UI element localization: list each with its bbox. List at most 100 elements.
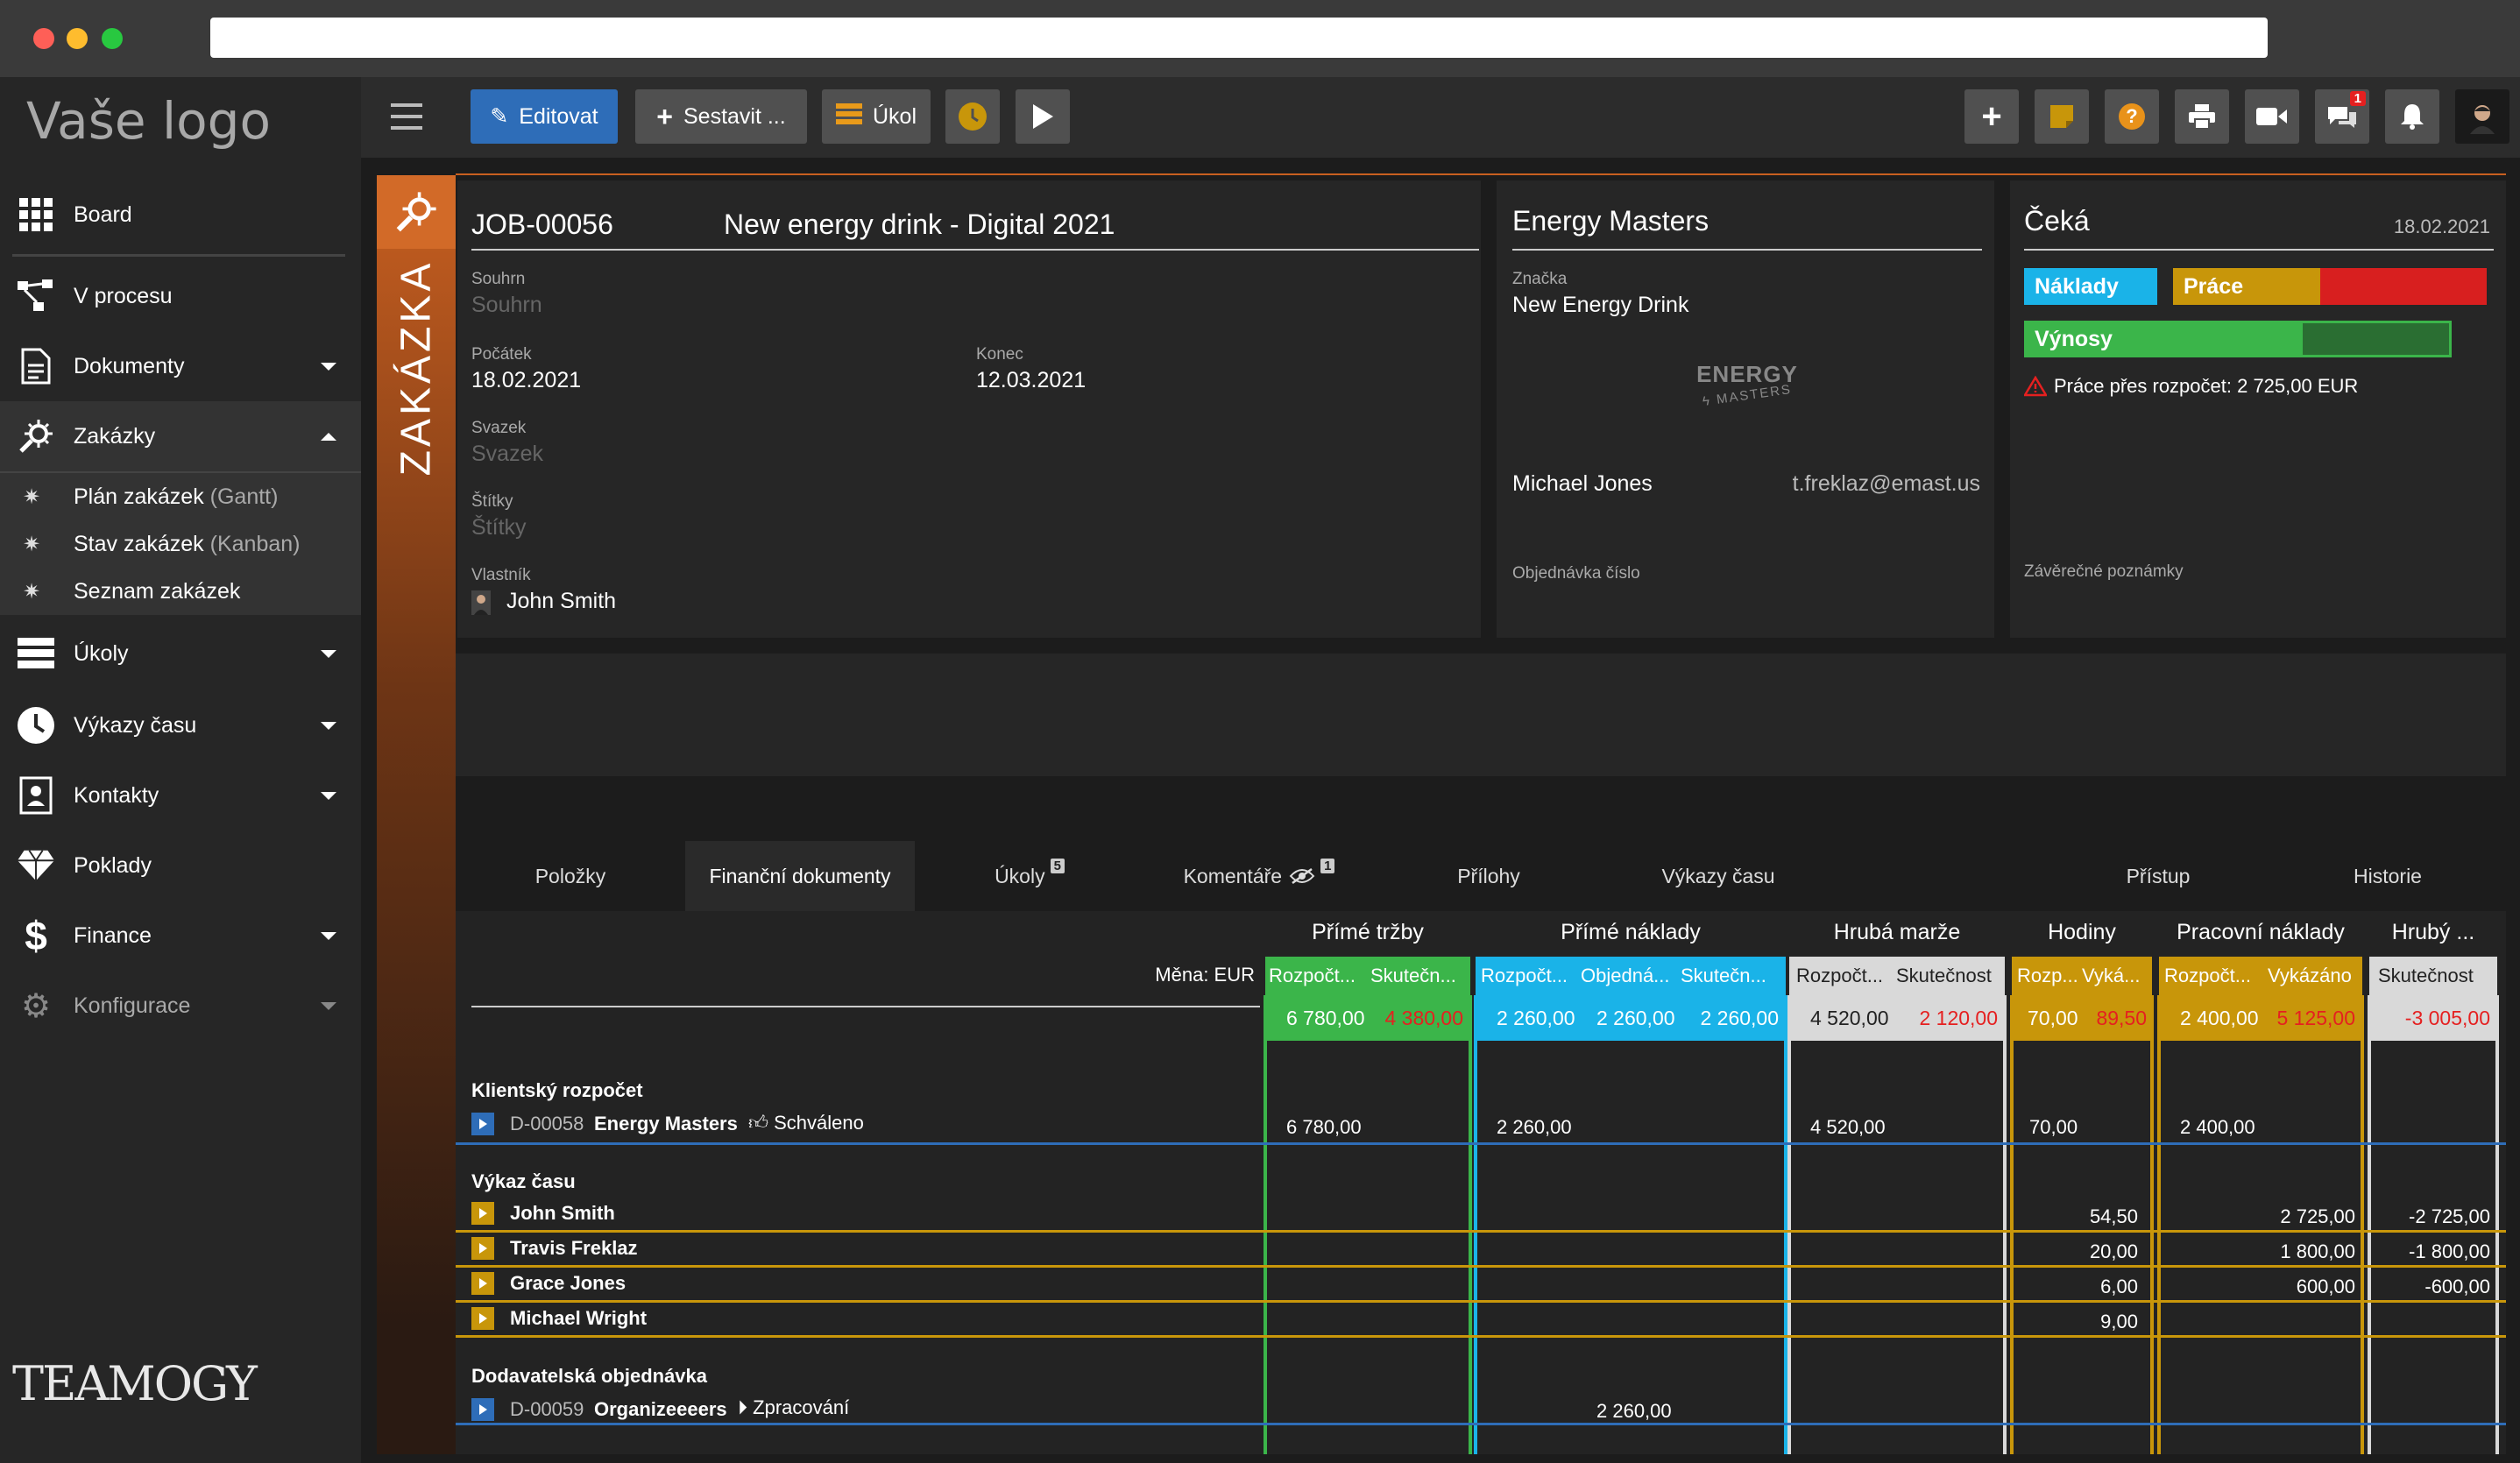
end-date[interactable]: 12.03.2021	[976, 368, 1087, 392]
row-name[interactable]: Organizeeeers	[594, 1398, 727, 1420]
hamburger-menu-icon[interactable]	[391, 103, 422, 134]
sidebar-item-finance[interactable]: $ Finance	[0, 901, 361, 971]
sidebar-item-zakazky[interactable]: Zakázky	[0, 401, 361, 471]
sidebar-item-dokumenty[interactable]: Dokumenty	[0, 331, 361, 401]
contact-email[interactable]: t.freklaz@emast.us	[1792, 471, 1980, 496]
sidebar-subitem-kanban[interactable]: ✷ Stav zakázek (Kanban)	[0, 520, 361, 568]
sidebar-item-poklady[interactable]: Poklady	[0, 830, 361, 901]
expand-row-button[interactable]	[471, 1398, 494, 1421]
video-button[interactable]	[2245, 89, 2299, 144]
note-button[interactable]	[2035, 89, 2089, 144]
task-button[interactable]: Úkol	[822, 89, 931, 144]
tab-polozky[interactable]: Položky	[534, 864, 606, 887]
sidebar-item-label: Výkazy času	[74, 712, 197, 738]
minimize-window-button[interactable]	[67, 28, 88, 49]
sidebar-item-label: Zakázky	[74, 423, 156, 449]
work-over-budget-bar	[2320, 268, 2487, 305]
chevron-down-icon	[321, 650, 336, 658]
expand-row-button[interactable]	[471, 1113, 494, 1135]
eye-slash-icon	[1289, 867, 1315, 885]
sidebar-subitem-list[interactable]: ✷ Seznam zakázek	[0, 568, 361, 615]
costs-bar: Náklady	[2024, 268, 2157, 305]
subheader-costs: Rozpočt... Objedná... Skutečn...	[1476, 957, 1786, 995]
sidebar-subitem-gantt[interactable]: ✷ Plán zakázek (Gantt)	[0, 473, 361, 520]
currency-label: Měna: EUR	[1155, 964, 1255, 986]
tab-komentare[interactable]: Komentáře 1	[1144, 841, 1374, 911]
expand-row-button[interactable]	[471, 1307, 494, 1330]
sidebar-item-label: Kontakty	[74, 782, 159, 808]
start-date[interactable]: 18.02.2021	[471, 368, 582, 392]
contact-name[interactable]: Michael Jones	[1512, 471, 1653, 496]
owner-name[interactable]: John Smith	[506, 589, 617, 613]
pencil-icon: ✎	[490, 104, 509, 129]
client-name[interactable]: Energy Masters	[1512, 205, 1709, 237]
maximize-window-button[interactable]	[102, 28, 123, 49]
sidebar-item-konfigurace[interactable]: ⚙ Konfigurace	[0, 971, 361, 1041]
row-name[interactable]: Energy Masters	[594, 1113, 738, 1134]
toolbar: ✎ Editovat + Sestavit ... Úkol + ? 1	[361, 77, 2520, 158]
empty-section	[456, 654, 2506, 776]
accent-line	[456, 173, 2506, 175]
sidebar-item-v-procesu[interactable]: V procesu	[0, 261, 361, 331]
sidebar-item-label: Konfigurace	[74, 993, 191, 1018]
tab-financni-dokumenty[interactable]: Finanční dokumenty	[685, 841, 915, 911]
tab-vykazy-casu[interactable]: Výkazy času	[1661, 864, 1775, 887]
doc-number[interactable]: D-00059	[510, 1398, 584, 1420]
sidebar-item-label: Board	[74, 201, 132, 227]
sidebar-item-ukoly[interactable]: Úkoly	[0, 618, 361, 689]
svg-text:?: ?	[2126, 105, 2137, 127]
tab-pristup[interactable]: Přístup	[2126, 864, 2191, 887]
address-bar[interactable]	[210, 18, 2268, 58]
tab-prilohy[interactable]: Přílohy	[1457, 864, 1520, 887]
totals-margin: 4 520,00 2 120,00	[1789, 995, 2005, 1041]
close-window-button[interactable]	[33, 28, 54, 49]
section-title-timesheet: Výkaz času	[471, 1170, 576, 1192]
tags-value[interactable]: Štítky	[471, 515, 527, 540]
help-icon: ?	[2119, 103, 2145, 130]
job-strip	[377, 175, 456, 1454]
print-button[interactable]	[2175, 89, 2229, 144]
client-logo: ENERGY ϟ MASTERS	[1696, 361, 1798, 410]
build-button[interactable]: + Sestavit ...	[635, 89, 807, 144]
sidebar-item-vykazy-casu[interactable]: Výkazy času	[0, 690, 361, 760]
edit-button[interactable]: ✎ Editovat	[471, 89, 618, 144]
expand-row-button[interactable]	[471, 1237, 494, 1260]
expand-row-button[interactable]	[471, 1202, 494, 1225]
sidebar-item-label: Dokumenty	[74, 353, 185, 378]
sidebar-item-board[interactable]: Board	[0, 180, 361, 250]
messages-button[interactable]: 1	[2315, 89, 2369, 144]
printer-icon	[2189, 104, 2215, 130]
subheader-gross: Skutečnost	[2369, 957, 2497, 995]
revenue-bar: Výnosy	[2024, 321, 2303, 357]
status-state: Čeká	[2024, 205, 2090, 237]
tab-historie[interactable]: Historie	[2354, 864, 2422, 887]
sidebar-item-label: Finance	[74, 922, 152, 948]
row-name[interactable]: Michael Wright	[510, 1307, 648, 1329]
bell-icon	[2401, 104, 2424, 130]
doc-number[interactable]: D-00058	[510, 1113, 584, 1134]
row-name[interactable]: Grace Jones	[510, 1272, 626, 1294]
brand-value[interactable]: New Energy Drink	[1512, 293, 1689, 317]
sidebar-subitem-label: Stav zakázek (Kanban)	[74, 531, 301, 556]
row-name[interactable]: Travis Freklaz	[510, 1237, 638, 1259]
notifications-button[interactable]	[2385, 89, 2439, 144]
play-button[interactable]	[1016, 89, 1070, 144]
subheader-revenue: Rozpočt... Skutečn...	[1265, 957, 1470, 995]
user-avatar[interactable]	[2455, 89, 2509, 144]
bundle-value[interactable]: Svazek	[471, 442, 543, 466]
help-button[interactable]: ?	[2105, 89, 2159, 144]
tab-ukoly[interactable]: Úkoly 5	[915, 841, 1144, 911]
add-button[interactable]: +	[1964, 89, 2019, 144]
row-name[interactable]: John Smith	[510, 1202, 615, 1224]
chevron-down-icon	[321, 792, 336, 800]
timer-button[interactable]	[945, 89, 1000, 144]
expand-row-button[interactable]	[471, 1272, 494, 1295]
section-title-client-budget: Klientský rozpočet	[471, 1079, 643, 1101]
final-notes-label: Závěrečné poznámky	[2024, 562, 2184, 581]
summary-value[interactable]: Souhrn	[471, 293, 542, 317]
client-panel: Energy Masters Značka New Energy Drink E…	[1497, 180, 1994, 638]
jobs-icon: ✷	[23, 579, 41, 604]
totals-revenue: 6 780,00 4 380,00	[1265, 995, 1470, 1041]
sidebar-item-kontakty[interactable]: Kontakty	[0, 760, 361, 830]
grid-icon	[16, 194, 56, 235]
